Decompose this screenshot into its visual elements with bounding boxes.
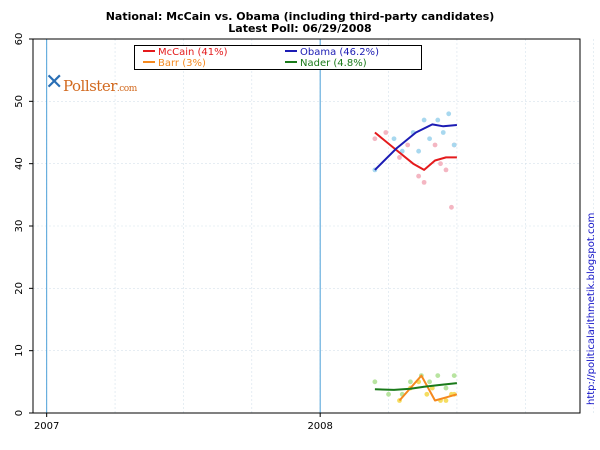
- data-point: [416, 173, 422, 179]
- data-point: [405, 142, 411, 148]
- data-point: [440, 130, 446, 135]
- legend-label: McCain (41%): [158, 47, 228, 58]
- legend-label: Obama (46.2%): [300, 47, 379, 58]
- data-point: [443, 398, 449, 403]
- data-point: [443, 385, 449, 391]
- legend-item: Nader (4.8%): [285, 58, 367, 70]
- legend-swatch: [143, 50, 155, 52]
- legend-item: McCain (41%): [143, 47, 228, 59]
- pollster-logo-icon: ✕: [45, 70, 64, 95]
- series-line: [374, 382, 458, 391]
- data-point: [435, 117, 441, 123]
- data-point: [391, 136, 397, 142]
- legend-label: Barr (3%): [158, 58, 206, 69]
- y-tick-label: 40: [14, 157, 25, 170]
- data-point: [399, 148, 405, 154]
- legend-swatch: [143, 61, 155, 63]
- data-point: [435, 373, 441, 378]
- legend-item: Obama (46.2%): [285, 47, 379, 59]
- data-point: [386, 391, 391, 397]
- data-point: [446, 111, 452, 117]
- data-point: [397, 155, 402, 160]
- series-line: [374, 123, 457, 171]
- legend-item: Barr (3%): [143, 58, 206, 70]
- x-tick-label: 2008: [307, 421, 332, 432]
- data-point: [383, 130, 389, 135]
- data-point: [432, 142, 438, 148]
- data-point: [372, 379, 378, 385]
- data-point: [424, 391, 430, 397]
- data-point: [416, 148, 422, 154]
- data-point: [421, 179, 427, 185]
- chart-subtitle: Latest Poll: 06/29/2008: [228, 22, 372, 35]
- data-point: [421, 117, 427, 123]
- y-tick-label: 50: [14, 95, 25, 108]
- legend-label: Nader (4.8%): [300, 58, 367, 69]
- data-point: [443, 167, 449, 173]
- y-tick-label: 10: [14, 344, 25, 357]
- y-tick-label: 30: [14, 220, 25, 233]
- y-tick-label: 60: [14, 33, 25, 46]
- y-tick-label: 20: [14, 282, 25, 295]
- data-point: [372, 136, 378, 142]
- legend-swatch: [285, 61, 297, 63]
- y-tick-label: 0: [14, 410, 25, 416]
- legend-swatch: [285, 50, 297, 52]
- logo-suffix: .com: [116, 84, 137, 94]
- logo-text: Pollster: [63, 77, 117, 95]
- data-point: [427, 379, 432, 385]
- pollster-logo: ✕ Pollster.com: [45, 70, 137, 98]
- data-point: [427, 136, 432, 142]
- data-point: [408, 379, 413, 385]
- legend: McCain (41%) Barr (3%) Obama (46.2%) Nader …: [134, 45, 422, 70]
- series-line: [374, 131, 457, 171]
- series-line: [398, 374, 458, 402]
- data-point: [451, 373, 457, 378]
- data-point: [451, 142, 457, 148]
- data-point: [438, 161, 443, 167]
- chart-title: National: McCain vs. Obama (including th…: [105, 10, 495, 23]
- x-tick-label: 2007: [34, 421, 59, 432]
- watermark-url: http://politicalarithmetik.blogspot.com: [586, 212, 597, 405]
- data-point: [449, 204, 454, 210]
